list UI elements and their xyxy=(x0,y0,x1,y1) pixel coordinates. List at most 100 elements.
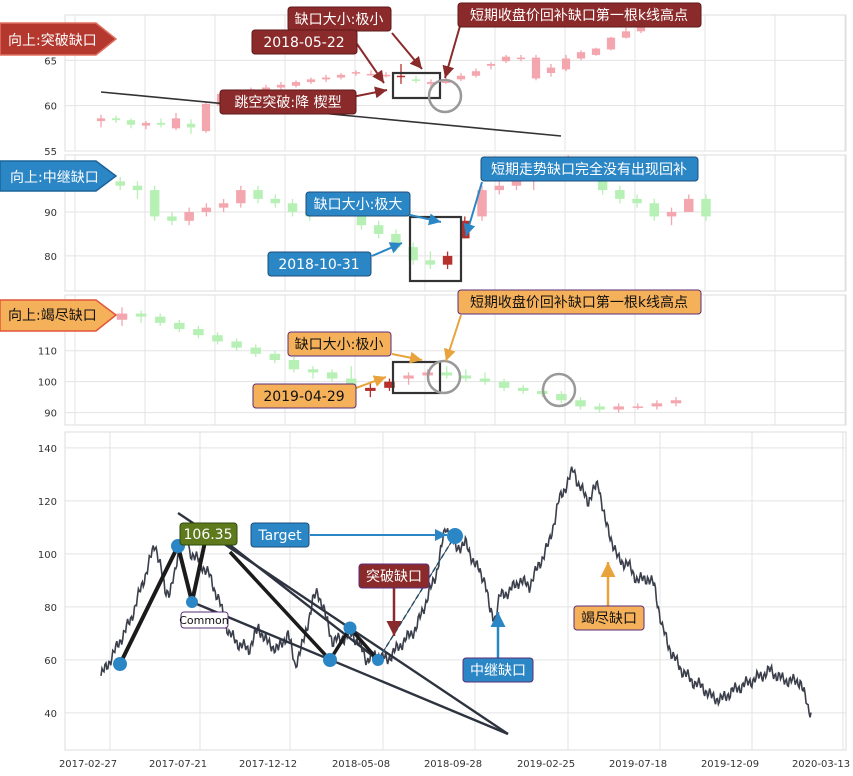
date-box-exhaustion xyxy=(252,383,357,409)
note-text-exhaustion: 短期收盘价回补缺口第一根k线高点 xyxy=(470,294,688,311)
y-tick-label: 80 xyxy=(44,252,57,263)
candle-body xyxy=(250,347,261,354)
y-tick-label: 110 xyxy=(38,347,57,358)
y-tick-label: 60 xyxy=(44,656,57,667)
candle-body xyxy=(479,378,491,382)
candle-body xyxy=(606,37,616,50)
x-tick-label: 2017-07-21 xyxy=(149,759,207,770)
y-tick-label: 140 xyxy=(38,444,57,455)
candle-body xyxy=(154,316,166,323)
note-text-breakaway: 短期收盘价回补缺口第一根k线高点 xyxy=(470,7,688,24)
candle-body xyxy=(201,103,211,132)
y-tick-label: 55 xyxy=(44,147,57,158)
candle-body xyxy=(306,79,316,83)
candle-body xyxy=(193,329,204,336)
candle-body xyxy=(441,372,453,376)
candle-body xyxy=(116,313,128,320)
candle-body xyxy=(426,82,436,84)
candle-body xyxy=(494,185,504,191)
gapsize-text-exhaustion: 缺口大小:极小 xyxy=(295,337,384,353)
target-box xyxy=(250,522,310,548)
gap-box-breakaway xyxy=(391,71,442,100)
y-tick-label: 120 xyxy=(38,497,57,508)
candle-body xyxy=(684,198,694,213)
candle-body xyxy=(575,400,586,407)
candle-body xyxy=(231,341,242,348)
y-tick-label: 65 xyxy=(44,56,57,67)
candle-body xyxy=(171,118,181,129)
candle-body xyxy=(373,225,384,234)
panel-label-runaway: 向上:中继缺口 xyxy=(10,170,99,186)
panel-label-exhaustion: 向上:竭尽缺口 xyxy=(8,308,97,324)
zigzag-pattern xyxy=(118,526,210,666)
runaway-text: 中继缺口 xyxy=(470,663,526,679)
x-tick-label: 2017-02-27 xyxy=(59,759,117,770)
x-ticks: 2017-02-27 2017-07-21 2017-12-12 2018-05-08… xyxy=(59,759,850,770)
x-tick-label: 2018-09-28 xyxy=(424,759,482,770)
runaway-box xyxy=(462,657,534,683)
date-arrow-breakaway xyxy=(356,43,385,84)
candle-body xyxy=(408,247,418,261)
date-arrow-runaway xyxy=(371,242,403,257)
candles-exhaustion xyxy=(116,307,682,413)
candle-body xyxy=(261,87,271,92)
panel-label-breakaway: 向上:突破缺口 xyxy=(8,33,97,49)
candle-body xyxy=(307,369,319,373)
candle-body xyxy=(212,335,223,342)
candle-body xyxy=(621,31,631,38)
x-tick-label: 2020-03-13 xyxy=(792,759,850,770)
candle-body xyxy=(666,212,677,217)
common-box xyxy=(180,611,229,629)
candle-body xyxy=(351,72,361,74)
candle-body xyxy=(501,56,511,62)
candle-body xyxy=(403,375,414,379)
candle-body xyxy=(365,387,376,391)
candle-body xyxy=(498,381,510,388)
gapsize-text-breakaway: 缺口大小:极小 xyxy=(295,12,384,28)
candle-body xyxy=(184,212,194,221)
candle-body xyxy=(287,203,298,213)
y-tick-label: 90 xyxy=(44,409,57,420)
target-text: Target xyxy=(257,528,302,544)
gapsize-arrow-runaway xyxy=(409,213,442,226)
panel-runaway xyxy=(64,154,847,292)
candle-body xyxy=(411,79,421,81)
pivot-point xyxy=(372,654,384,666)
candle-body xyxy=(96,118,106,122)
gapsize-box-runaway xyxy=(305,191,411,217)
candle-body xyxy=(546,67,556,74)
candle-body xyxy=(321,77,331,80)
pattern-text: 跳空突破:降 楔型 xyxy=(234,95,341,111)
candle-body xyxy=(236,190,246,204)
fill-circle-exhaustion-2 xyxy=(541,372,577,408)
x-tick-label: 2019-07-18 xyxy=(609,759,667,770)
candle-body xyxy=(594,406,605,410)
date-box-breakaway xyxy=(251,29,358,55)
candle-body xyxy=(167,216,177,221)
date-text-runaway: 2018-10-31 xyxy=(278,257,359,273)
pivot-point xyxy=(186,596,198,608)
y-tick-label: 90 xyxy=(44,208,57,219)
x-tick-label: 2019-12-09 xyxy=(701,759,759,770)
note-arrow-breakaway xyxy=(442,25,461,79)
note-box-runaway xyxy=(480,156,699,182)
pivot-point xyxy=(323,653,337,667)
target-point xyxy=(447,528,463,544)
candle-body xyxy=(516,57,526,60)
target-value-text: 106.35 xyxy=(184,527,233,543)
pivot-point xyxy=(343,621,357,635)
candle-body xyxy=(126,120,136,125)
candle-body xyxy=(326,372,338,379)
label-tag-breakaway xyxy=(0,22,118,56)
candle-body xyxy=(597,176,608,191)
candle-body xyxy=(149,190,160,217)
note-box-breakaway xyxy=(457,2,702,28)
candle-body xyxy=(649,203,660,217)
candle-body xyxy=(615,190,625,199)
y-tick-label: 60 xyxy=(44,102,57,113)
candle-body xyxy=(701,198,711,217)
candle-body xyxy=(477,190,487,217)
candle-body xyxy=(613,406,624,410)
candle-body xyxy=(174,322,185,330)
